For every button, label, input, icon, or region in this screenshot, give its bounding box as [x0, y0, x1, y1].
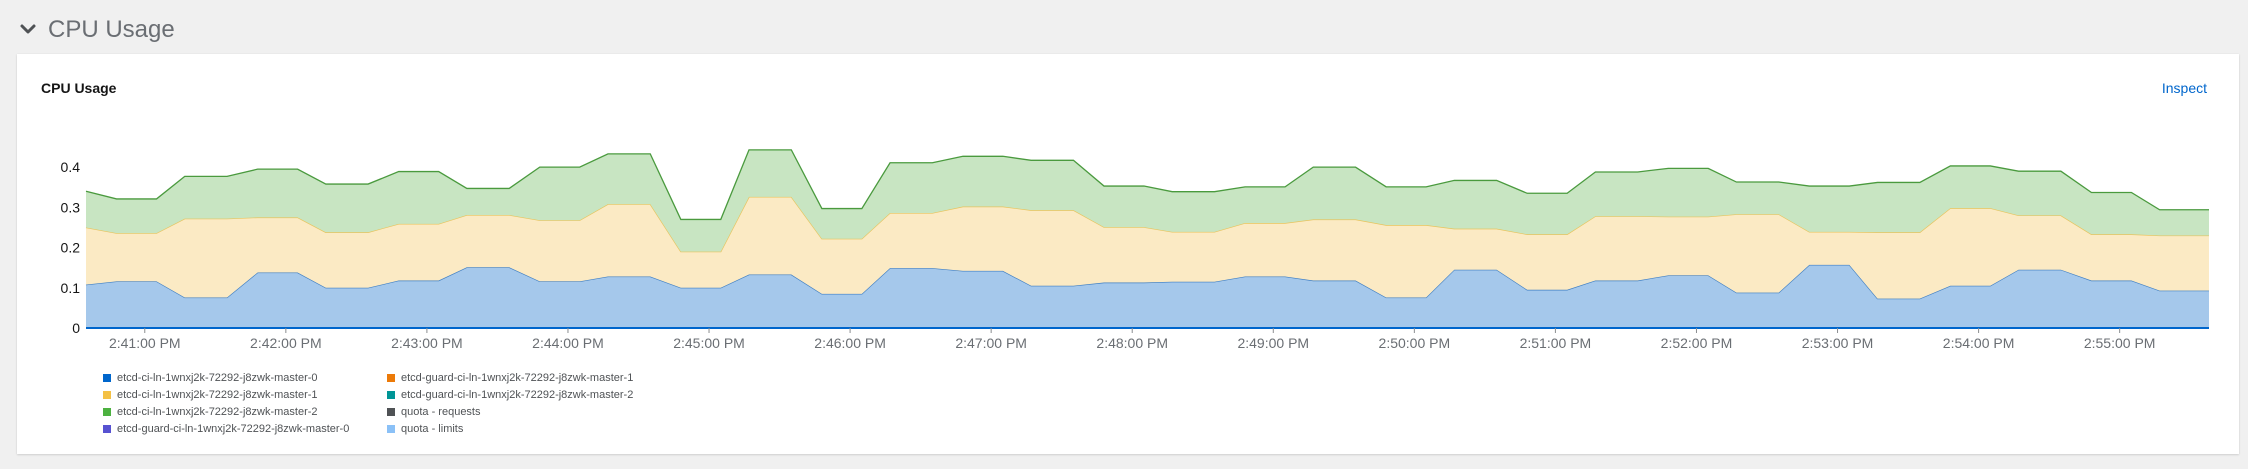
series-area-1 [86, 264, 2209, 328]
legend-label: etcd-ci-ln-1wnxj2k-72292-j8zwk-master-0 [117, 372, 318, 384]
section-title: CPU Usage [48, 16, 175, 43]
y-tick-label: 0.1 [61, 280, 81, 296]
series-area-3 [86, 149, 2209, 252]
legend-label: etcd-ci-ln-1wnxj2k-72292-j8zwk-master-2 [117, 406, 318, 418]
section-header[interactable]: CPU Usage [18, 10, 175, 50]
card-title: CPU Usage [41, 80, 117, 96]
cpu-usage-card: CPU Usage Inspect 0 0.1 0.2 0.3 0.4 2:41:00 P… [17, 54, 2239, 454]
x-tick-label: 2:42:00 PM [250, 335, 322, 351]
legend-label: etcd-guard-ci-ln-1wnxj2k-72292-j8zwk-mas… [401, 372, 634, 384]
legend-swatch [103, 374, 111, 382]
x-tick-label: 2:51:00 PM [1520, 335, 1592, 351]
legend-label: quota - limits [401, 423, 464, 435]
x-tick-label: 2:41:00 PM [109, 335, 181, 351]
legend-label: etcd-ci-ln-1wnxj2k-72292-j8zwk-master-1 [117, 389, 318, 401]
legend-item[interactable]: quota - requests [387, 406, 481, 418]
x-tick-label: 2:48:00 PM [1096, 335, 1168, 351]
legend-label: quota - requests [401, 406, 481, 418]
legend-swatch [103, 425, 111, 433]
legend-label: etcd-guard-ci-ln-1wnxj2k-72292-j8zwk-mas… [401, 389, 634, 401]
inspect-link[interactable]: Inspect [2161, 80, 2207, 96]
x-tick-label: 2:45:00 PM [673, 335, 745, 351]
legend-item[interactable]: etcd-guard-ci-ln-1wnxj2k-72292-j8zwk-mas… [103, 423, 349, 435]
x-tick-label: 2:52:00 PM [1661, 335, 1733, 351]
legend-swatch [387, 374, 395, 382]
x-tick-label: 2:49:00 PM [1237, 335, 1309, 351]
x-tick-label: 2:47:00 PM [955, 335, 1027, 351]
series-line-3 [85, 149, 2209, 221]
y-tick-label: 0.4 [61, 159, 81, 175]
x-tick-label: 2:43:00 PM [391, 335, 463, 351]
y-tick-label: 0 [72, 320, 80, 336]
cpu-usage-chart: 0 0.1 0.2 0.3 0.4 2:41:00 PM 2:42:00 PM 2:43:00… [61, 149, 2209, 351]
y-tick-label: 0.2 [61, 240, 81, 256]
legend-swatch [103, 408, 111, 416]
y-tick-label: 0.3 [61, 199, 81, 215]
legend-swatch [387, 391, 395, 399]
legend-swatch [387, 425, 395, 433]
x-tick-label: 2:55:00 PM [2084, 335, 2156, 351]
x-tick-label: 2:50:00 PM [1379, 335, 1451, 351]
series-area-2 [86, 196, 2209, 299]
legend-label: etcd-guard-ci-ln-1wnxj2k-72292-j8zwk-mas… [117, 423, 350, 435]
legend-item[interactable]: etcd-ci-ln-1wnxj2k-72292-j8zwk-master-0 [103, 372, 318, 384]
legend-item[interactable]: etcd-ci-ln-1wnxj2k-72292-j8zwk-master-2 [103, 406, 318, 418]
legend-item[interactable]: etcd-guard-ci-ln-1wnxj2k-72292-j8zwk-mas… [387, 389, 633, 401]
legend-swatch [387, 408, 395, 416]
x-tick-label: 2:46:00 PM [814, 335, 886, 351]
x-tick-label: 2:54:00 PM [1943, 335, 2015, 351]
legend-item[interactable]: etcd-ci-ln-1wnxj2k-72292-j8zwk-master-1 [103, 389, 318, 401]
legend-item[interactable]: etcd-guard-ci-ln-1wnxj2k-72292-j8zwk-mas… [387, 372, 633, 384]
chevron-down-icon[interactable] [18, 20, 38, 40]
x-tick-label: 2:44:00 PM [532, 335, 604, 351]
legend-swatch [103, 391, 111, 399]
legend-item[interactable]: quota - limits [387, 423, 463, 435]
x-tick-label: 2:53:00 PM [1802, 335, 1874, 351]
